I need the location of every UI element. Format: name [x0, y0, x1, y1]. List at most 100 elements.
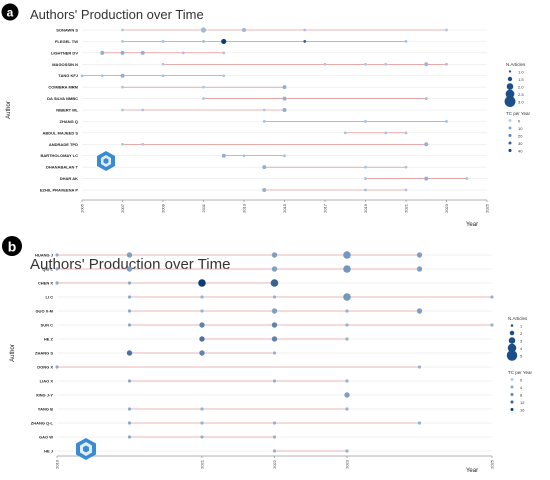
y-axis-title: Author [10, 344, 16, 362]
data-point [55, 365, 59, 369]
data-point [416, 308, 423, 314]
panel-a-badge: a [1, 3, 19, 21]
panel-b-letter: b [8, 239, 17, 255]
legend-color-label: 4 [520, 385, 523, 390]
legend-size-dot [508, 70, 512, 73]
legend-color-label: 0 [520, 378, 523, 383]
data-point [121, 142, 124, 146]
data-point [465, 177, 469, 180]
x-tick-label: 2011 [201, 203, 206, 212]
author-label: DA SILVA NMBC [47, 96, 78, 101]
data-point [127, 407, 132, 411]
data-point [416, 266, 423, 272]
legend-size-label: 3 [520, 339, 523, 344]
author-label: COIMBRA MRM [48, 85, 78, 90]
data-point [445, 28, 448, 32]
data-point [127, 295, 132, 299]
legend-size-label: 2 [520, 331, 523, 336]
data-point [242, 154, 246, 158]
legend-size-label: 3.0 [518, 100, 524, 105]
chart-panel-b: b Authors' Production over Time HUANG JQ… [2, 236, 533, 474]
author-label: XING J-Y [36, 393, 53, 398]
data-point [272, 449, 277, 453]
data-point [121, 85, 124, 89]
data-point [364, 120, 367, 123]
data-point [127, 309, 132, 313]
data-point [384, 62, 388, 66]
legend-size-label: 5 [520, 354, 523, 359]
data-point [198, 279, 206, 287]
legend-color-label: 0 [518, 119, 521, 124]
data-point [221, 38, 227, 45]
data-point [127, 421, 132, 425]
x-tick-label: 2005 [80, 203, 85, 213]
data-point [262, 165, 267, 170]
x-tick-label: 2017 [323, 203, 328, 213]
x-tick-label: 2023 [345, 459, 350, 469]
data-point [283, 154, 286, 158]
data-point [100, 50, 105, 55]
legend-size-label: 1.0 [518, 70, 524, 75]
data-point [364, 188, 367, 192]
x-tick-label: 2015 [282, 203, 287, 213]
data-point [121, 28, 124, 32]
data-point [161, 62, 165, 66]
data-point [282, 85, 287, 90]
chart-b-plot-area: HUANG J QIU L CHEN X LI C GUO X-M SUN C HE Z ZH… [10, 251, 495, 474]
legend-color-dot [508, 126, 512, 130]
author-label: GAO W [39, 435, 53, 440]
data-point [345, 309, 349, 313]
legend-size-label: 2.5 [518, 92, 524, 97]
data-point [222, 51, 226, 55]
data-point [424, 176, 429, 181]
legend-size-label: 4 [520, 346, 523, 351]
data-point [271, 266, 278, 272]
data-point [202, 85, 205, 89]
x-tick-label: 2009 [161, 203, 166, 213]
data-point [424, 97, 428, 100]
data-point [127, 281, 132, 285]
y-axis-title: Author [6, 101, 12, 119]
author-label: NIBERT ML [56, 108, 78, 113]
legend-color-label: 20 [518, 134, 523, 139]
author-label: ZHANG Q [60, 119, 78, 124]
chart-b-watermark-logo [76, 438, 96, 460]
data-point [417, 365, 422, 369]
data-point [127, 379, 132, 383]
data-point [343, 251, 351, 259]
data-point [345, 337, 349, 341]
data-point [126, 252, 133, 258]
data-point [161, 40, 165, 43]
legend-size-title: N.Articles [506, 62, 526, 67]
data-point [272, 421, 277, 425]
x-tick-label: 2021 [200, 459, 205, 469]
author-label: MAGOSSIN N [52, 62, 78, 67]
data-point [490, 295, 494, 299]
author-label: SUN C [41, 323, 54, 328]
data-point [272, 379, 277, 383]
data-point [126, 266, 133, 272]
data-point [303, 28, 307, 32]
data-point [55, 267, 59, 271]
x-tick-label: 2019 [363, 203, 368, 213]
data-point [221, 153, 226, 158]
data-point [141, 108, 145, 112]
data-point [80, 74, 84, 78]
data-point [202, 97, 205, 100]
data-point [272, 295, 277, 299]
x-tick-label: 2013 [242, 203, 247, 213]
legend-size-dot [506, 350, 518, 361]
data-point [364, 62, 367, 66]
legend-size-dot [508, 337, 516, 344]
author-label: LIAO X [40, 379, 54, 384]
data-point [222, 74, 226, 78]
data-point [343, 293, 351, 301]
data-point [364, 177, 367, 180]
data-point [490, 323, 494, 327]
legend-size-dot [507, 343, 517, 353]
legend-color-label: 16 [520, 408, 525, 413]
author-label: DONG X [37, 365, 53, 370]
data-point [127, 435, 132, 439]
